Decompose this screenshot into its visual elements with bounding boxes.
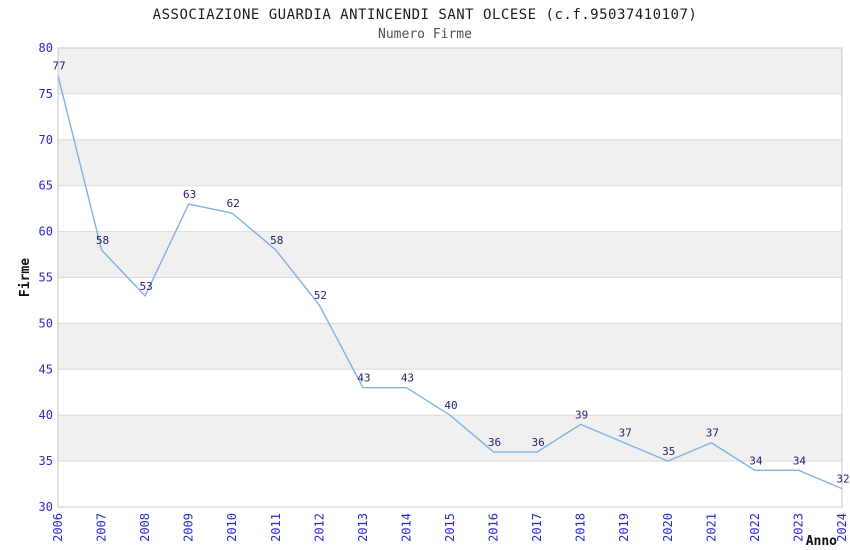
y-axis-tick-label: 55 (39, 271, 53, 285)
data-point-label: 52 (314, 289, 327, 302)
y-axis-tick-label: 60 (39, 225, 53, 239)
plot-band (58, 48, 842, 94)
data-point-label: 58 (270, 234, 283, 247)
x-axis-tick-label: 2013 (356, 513, 370, 542)
data-point-label: 37 (619, 427, 632, 440)
y-axis-tick-label: 35 (39, 454, 53, 468)
x-axis-tick-label: 2011 (269, 513, 283, 542)
y-axis-tick-label: 80 (39, 41, 53, 55)
trend-line (57, 75, 843, 490)
x-axis-tick-label: 2014 (399, 513, 413, 542)
x-axis-tick-label: 2021 (704, 513, 718, 542)
chart-title: ASSOCIAZIONE GUARDIA ANTINCENDI SANT OLC… (152, 7, 698, 23)
x-axis-title: Anno (806, 534, 837, 549)
data-point-label: 36 (488, 436, 501, 449)
data-point-label: 58 (96, 234, 109, 247)
plot-band (58, 231, 842, 278)
x-axis-tick-label: 2015 (443, 513, 457, 542)
x-axis-tick-label: 2023 (791, 513, 805, 542)
y-axis-tick-label: 30 (39, 500, 53, 514)
data-point-label: 32 (836, 473, 849, 486)
data-point-label: 40 (444, 399, 457, 412)
plot-band (58, 415, 842, 462)
y-axis-title: Firme (18, 258, 33, 297)
y-axis-tick-label: 40 (39, 408, 53, 422)
x-axis-tick-label: 2024 (835, 513, 849, 542)
x-axis-tick-label: 2006 (51, 513, 65, 542)
plot-band (58, 139, 842, 186)
plot-border (57, 47, 843, 508)
chart-subtitle: Numero Firme (378, 27, 472, 42)
x-axis-tick-label: 2016 (487, 513, 501, 542)
x-axis-tick-label: 2022 (748, 513, 762, 542)
data-point-label: 34 (749, 454, 763, 467)
y-axis-tick-label: 50 (39, 316, 53, 330)
data-point-label: 35 (662, 445, 675, 458)
x-axis-tick-label: 2012 (312, 513, 326, 542)
y-axis-tick-label: 75 (39, 87, 53, 101)
data-point-label: 37 (706, 427, 719, 440)
plot-band (58, 323, 842, 370)
data-point-label: 43 (401, 372, 414, 385)
y-axis-tick-label: 70 (39, 133, 53, 147)
data-point-label: 36 (531, 436, 544, 449)
y-axis-tick-label: 45 (39, 362, 53, 376)
data-point-label: 43 (357, 372, 370, 385)
y-axis-tick-label: 65 (39, 179, 53, 193)
data-point-label: 53 (139, 280, 152, 293)
data-point-label: 34 (793, 454, 807, 467)
x-axis-tick-label: 2020 (661, 513, 675, 542)
data-point-label: 77 (52, 60, 65, 73)
data-point-label: 39 (575, 408, 588, 421)
x-axis-tick-label: 2009 (182, 513, 196, 542)
x-axis-tick-label: 2007 (95, 513, 109, 542)
x-axis-tick-label: 2008 (138, 513, 152, 542)
x-axis-tick-label: 2010 (225, 513, 239, 542)
data-point-label: 63 (183, 188, 196, 201)
x-axis-tick-label: 2019 (617, 513, 631, 542)
data-point-label: 62 (227, 197, 240, 210)
x-axis-tick-label: 2018 (574, 513, 588, 542)
x-axis-tick-label: 2017 (530, 513, 544, 542)
